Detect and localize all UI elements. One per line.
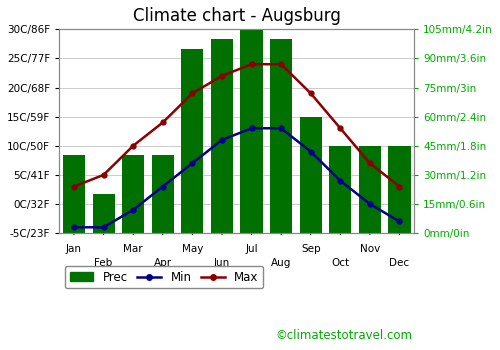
Text: May: May xyxy=(182,244,203,254)
Text: Jan: Jan xyxy=(66,244,82,254)
Text: ©climatestotravel.com: ©climatestotravel.com xyxy=(275,329,412,342)
Text: Feb: Feb xyxy=(94,258,112,268)
Text: Jul: Jul xyxy=(245,244,258,254)
Bar xyxy=(211,39,233,233)
Bar xyxy=(92,194,114,233)
Text: Oct: Oct xyxy=(331,258,349,268)
Bar xyxy=(152,155,174,233)
Bar xyxy=(300,117,322,233)
Bar xyxy=(240,29,262,233)
Bar xyxy=(182,49,204,233)
Bar xyxy=(329,146,351,233)
Bar xyxy=(359,146,381,233)
Text: Apr: Apr xyxy=(154,258,172,268)
Bar xyxy=(63,155,85,233)
Legend: Prec, Min, Max: Prec, Min, Max xyxy=(65,266,263,288)
Bar xyxy=(270,39,292,233)
Text: Mar: Mar xyxy=(124,244,143,254)
Text: Dec: Dec xyxy=(390,258,409,268)
Bar xyxy=(388,146,410,233)
Bar xyxy=(122,155,144,233)
Text: Aug: Aug xyxy=(271,258,291,268)
Title: Climate chart - Augsburg: Climate chart - Augsburg xyxy=(133,7,340,25)
Text: Sep: Sep xyxy=(301,244,320,254)
Text: Jun: Jun xyxy=(214,258,230,268)
Text: Nov: Nov xyxy=(360,244,380,254)
